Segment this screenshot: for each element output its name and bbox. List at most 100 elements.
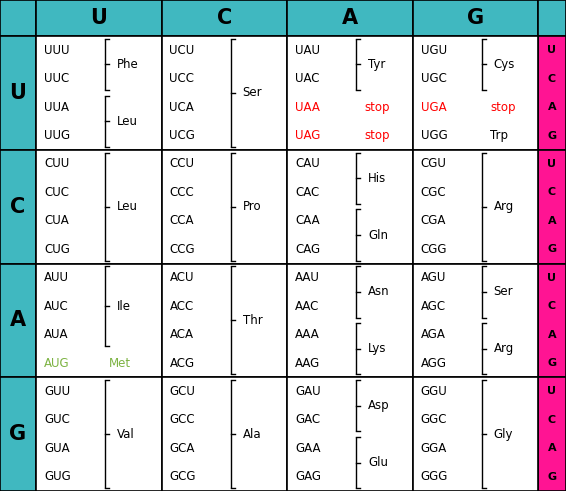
Bar [413,0,538,36]
Text: CGG: CGG [421,243,447,256]
Text: Thr: Thr [242,314,262,327]
Text: Trp: Trp [490,129,508,142]
Text: C: C [217,8,232,28]
Text: Arg: Arg [494,200,514,213]
Text: GCG: GCG [169,470,196,483]
Text: GCU: GCU [169,385,195,398]
Text: AAU: AAU [295,271,320,284]
Text: A: A [548,443,556,453]
Text: G: G [547,131,556,140]
Text: AGC: AGC [421,300,445,313]
Text: CUA: CUA [44,215,68,227]
Text: CCG: CCG [169,243,195,256]
Text: UUU: UUU [44,44,70,57]
Text: A: A [10,310,26,330]
Text: CAG: CAG [295,243,320,256]
Text: AGA: AGA [421,328,445,341]
Text: C: C [548,415,556,425]
Bar [36,0,161,36]
Text: Leu: Leu [117,115,138,128]
Bar [413,377,538,491]
Text: CCA: CCA [169,215,194,227]
Text: CUG: CUG [44,243,70,256]
Text: Lys: Lys [368,342,387,355]
Text: C: C [10,196,25,217]
Text: Asn: Asn [368,285,389,299]
Text: CCC: CCC [169,186,194,199]
Bar [538,377,566,491]
Text: AUG: AUG [44,356,70,370]
Text: AAG: AAG [295,356,320,370]
Bar [161,0,287,36]
Text: ACC: ACC [169,300,194,313]
Text: U: U [547,45,556,55]
Bar [36,377,161,491]
Text: G: G [10,424,27,444]
Text: U: U [91,8,107,28]
Bar [287,36,413,150]
Bar [287,377,413,491]
Text: UCC: UCC [169,72,195,85]
Bar [0,264,36,377]
Text: stop: stop [490,101,516,113]
Bar [0,150,36,264]
Bar [161,377,287,491]
Text: C: C [548,74,556,83]
Text: AGG: AGG [421,356,447,370]
Text: GGG: GGG [421,470,448,483]
Text: Leu: Leu [117,200,138,213]
Text: UGG: UGG [421,129,447,142]
Text: GUC: GUC [44,413,70,426]
Bar [538,264,566,377]
Text: AUA: AUA [44,328,68,341]
Text: UGU: UGU [421,44,447,57]
Text: CAU: CAU [295,158,320,170]
Text: ACU: ACU [169,271,194,284]
Text: Val: Val [117,428,135,440]
Text: A: A [548,329,556,340]
Text: Ser: Ser [494,285,513,299]
Text: ACG: ACG [169,356,195,370]
Text: CUC: CUC [44,186,69,199]
Text: U: U [10,83,27,103]
Bar [538,150,566,264]
Text: GAA: GAA [295,442,320,455]
Text: UCG: UCG [169,129,195,142]
Text: AAC: AAC [295,300,319,313]
Text: G: G [547,358,556,368]
Text: GAC: GAC [295,413,320,426]
Text: Pro: Pro [242,200,261,213]
Text: CGU: CGU [421,158,447,170]
Text: U: U [547,273,556,283]
Text: GAG: GAG [295,470,321,483]
Text: GAU: GAU [295,385,320,398]
Bar [287,264,413,377]
Text: A: A [548,102,556,112]
Text: GCC: GCC [169,413,195,426]
Text: AUC: AUC [44,300,68,313]
Text: Glu: Glu [368,456,388,469]
Text: AAA: AAA [295,328,320,341]
Text: C: C [548,301,556,311]
Text: GUU: GUU [44,385,70,398]
Text: Phe: Phe [117,58,139,71]
Text: UCU: UCU [169,44,195,57]
Text: Ile: Ile [117,300,131,313]
Text: A: A [342,8,358,28]
Text: UUG: UUG [44,129,70,142]
Bar [413,264,538,377]
Bar [0,0,36,36]
Text: His: His [368,172,386,185]
Bar [413,36,538,150]
Bar [287,0,413,36]
Text: CUU: CUU [44,158,69,170]
Text: Cys: Cys [494,58,515,71]
Text: G: G [547,472,556,482]
Text: UGC: UGC [421,72,447,85]
Text: UAU: UAU [295,44,320,57]
Text: UUA: UUA [44,101,69,113]
Text: C: C [548,188,556,197]
Bar [413,150,538,264]
Text: Gly: Gly [494,428,513,440]
Text: CGA: CGA [421,215,446,227]
